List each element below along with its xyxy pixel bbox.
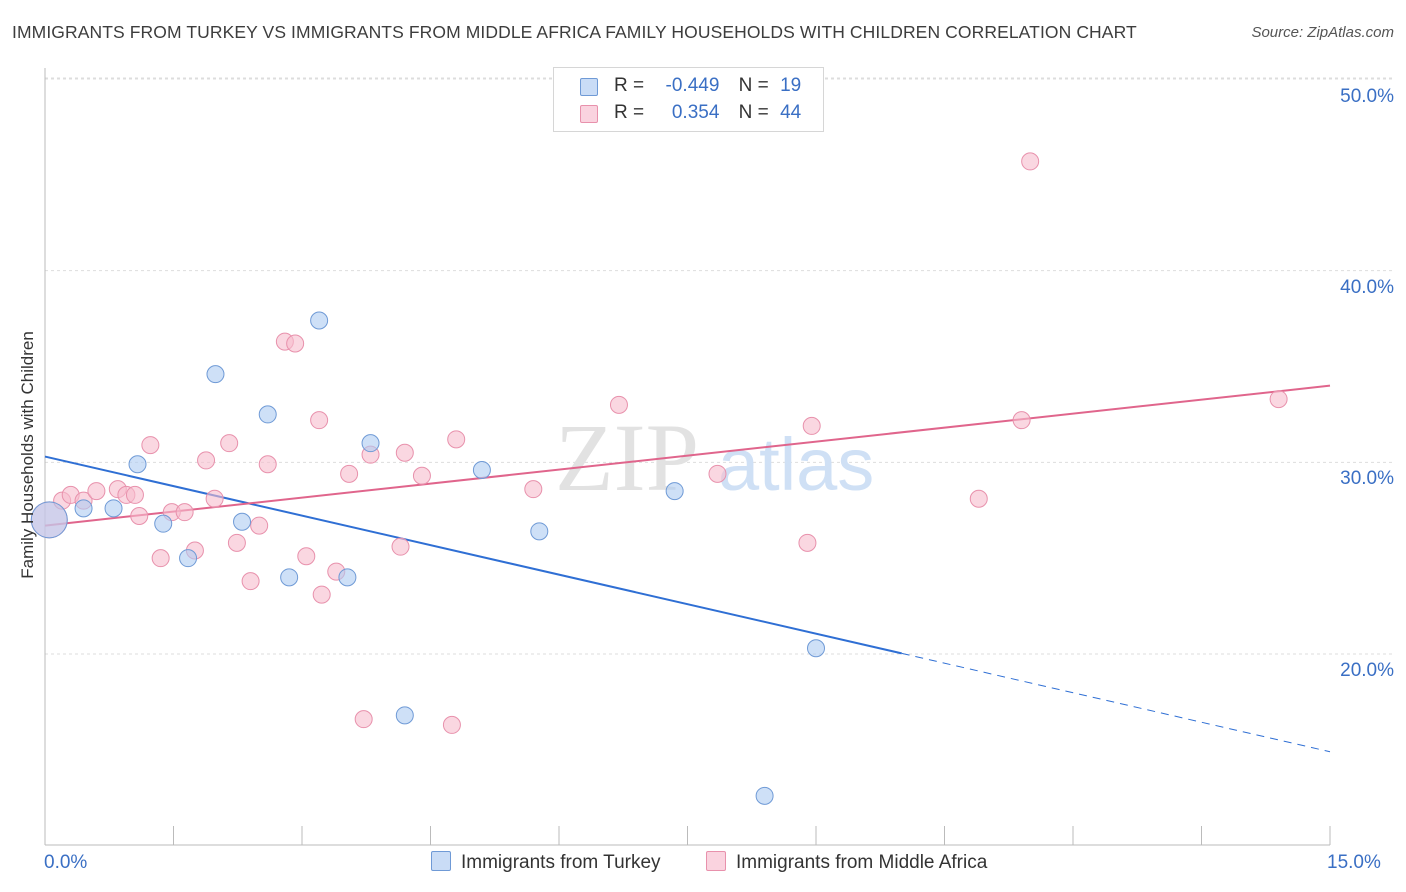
trend-line-turkey-extension bbox=[901, 652, 1331, 753]
point-turkey bbox=[472, 461, 491, 479]
point-middle-africa bbox=[412, 466, 431, 485]
source-label: Source: ZipAtlas.com bbox=[1251, 24, 1394, 41]
point-middle-africa bbox=[220, 434, 239, 453]
point-turkey bbox=[104, 499, 123, 518]
correlation-legend: R = -0.449 N = 19 R = 0.354 N = 44 bbox=[553, 67, 824, 132]
point-middle-africa bbox=[241, 572, 260, 591]
point-middle-africa bbox=[87, 482, 106, 501]
point-turkey bbox=[233, 512, 252, 531]
point-turkey bbox=[755, 786, 774, 805]
point-middle-africa bbox=[609, 395, 628, 414]
y-tick-label: 20.0% bbox=[1340, 660, 1394, 681]
point-middle-africa bbox=[442, 715, 461, 734]
point-middle-africa bbox=[802, 416, 821, 435]
legend-r-label: R = bbox=[614, 102, 645, 123]
trend-line-middle-africa bbox=[44, 384, 1331, 527]
point-turkey bbox=[280, 568, 299, 587]
point-turkey bbox=[807, 639, 825, 658]
bottom-legend-turkey: Immigrants from Turkey bbox=[431, 851, 661, 874]
bottom-legend-label-turkey: Immigrants from Turkey bbox=[461, 852, 661, 873]
point-middle-africa bbox=[141, 436, 160, 455]
trend-lines bbox=[44, 384, 1331, 753]
legend-n-label: N = bbox=[738, 102, 769, 123]
point-middle-africa bbox=[447, 430, 466, 449]
point-turkey bbox=[665, 482, 684, 501]
legend-r-value: 0.354 bbox=[671, 102, 720, 123]
point-middle-africa bbox=[798, 533, 817, 552]
point-turkey bbox=[179, 549, 198, 568]
trend-line-turkey bbox=[44, 455, 902, 655]
y-tick-label: 50.0% bbox=[1340, 86, 1394, 107]
point-middle-africa bbox=[130, 507, 149, 525]
x-tick-label-max: 15.0% bbox=[1327, 852, 1381, 873]
bottom-legend-swatch-turkey bbox=[431, 851, 451, 871]
point-turkey bbox=[338, 568, 357, 587]
point-turkey bbox=[530, 522, 549, 541]
point-middle-africa bbox=[227, 533, 246, 552]
point-middle-africa bbox=[708, 464, 727, 483]
axes bbox=[44, 68, 1331, 846]
legend-swatch-turkey bbox=[580, 78, 598, 96]
point-middle-africa bbox=[969, 489, 988, 508]
y-axis-title: Family Households with Children bbox=[18, 331, 37, 579]
point-middle-africa bbox=[286, 334, 305, 353]
point-middle-africa bbox=[197, 451, 216, 470]
point-turkey bbox=[128, 455, 147, 474]
point-turkey bbox=[310, 311, 329, 330]
legend-r-value: -0.449 bbox=[665, 75, 720, 96]
point-middle-africa bbox=[524, 480, 543, 499]
point-middle-africa bbox=[1012, 411, 1031, 430]
grid-lines bbox=[45, 77, 1392, 655]
legend-n-value: 19 bbox=[780, 75, 802, 96]
data-points bbox=[30, 152, 1288, 805]
point-middle-africa bbox=[312, 585, 331, 604]
point-turkey bbox=[361, 434, 380, 453]
y-tick-label: 40.0% bbox=[1340, 277, 1394, 298]
point-turkey bbox=[395, 706, 414, 725]
point-middle-africa bbox=[1021, 152, 1040, 171]
bottom-legend-label-middle-africa: Immigrants from Middle Africa bbox=[736, 852, 988, 873]
chart-title: IMMIGRANTS FROM TURKEY VS IMMIGRANTS FRO… bbox=[12, 22, 1137, 42]
point-turkey bbox=[258, 405, 277, 424]
point-middle-africa bbox=[125, 485, 144, 504]
watermark: ZIP atlas bbox=[555, 404, 874, 511]
bottom-legend-middle-africa: Immigrants from Middle Africa bbox=[706, 851, 987, 874]
x-tick-label-min: 0.0% bbox=[44, 852, 88, 873]
point-turkey bbox=[30, 501, 68, 539]
point-middle-africa bbox=[205, 489, 224, 508]
watermark-atlas: atlas bbox=[718, 423, 874, 506]
point-middle-africa bbox=[297, 547, 316, 566]
legend-n-value: 44 bbox=[780, 102, 802, 123]
point-middle-africa bbox=[250, 516, 269, 535]
point-middle-africa bbox=[340, 464, 359, 483]
legend-n-label: N = bbox=[738, 75, 769, 96]
bottom-legend-swatch-middle-africa bbox=[706, 851, 726, 871]
point-middle-africa bbox=[354, 710, 373, 729]
point-middle-africa bbox=[258, 455, 277, 474]
point-middle-africa bbox=[1269, 390, 1288, 409]
point-turkey bbox=[74, 499, 93, 518]
y-tick-label: 30.0% bbox=[1340, 468, 1394, 489]
point-turkey bbox=[206, 365, 225, 384]
point-middle-africa bbox=[395, 443, 414, 462]
point-middle-africa bbox=[310, 411, 329, 430]
point-middle-africa bbox=[151, 549, 170, 568]
point-turkey bbox=[154, 514, 173, 533]
point-middle-africa bbox=[175, 503, 194, 522]
legend-swatch-middle-africa bbox=[580, 105, 598, 123]
point-middle-africa bbox=[391, 537, 410, 556]
legend-r-label: R = bbox=[614, 75, 645, 96]
